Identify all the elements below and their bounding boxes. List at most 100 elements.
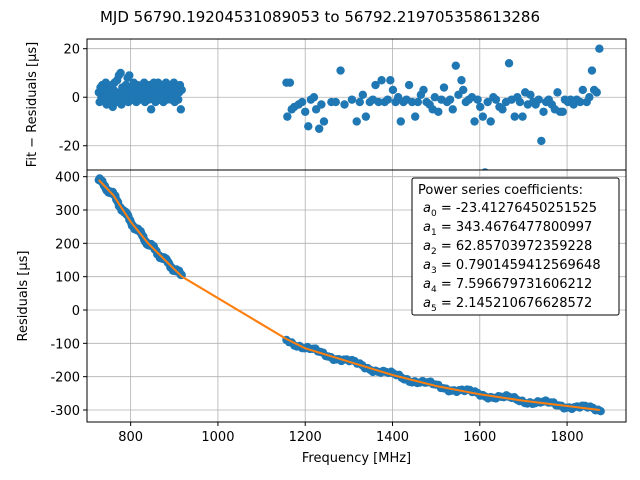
data-point <box>430 93 440 102</box>
legend-coefficient: a2 = 62.85703972359228 <box>423 239 592 257</box>
data-point <box>587 66 597 75</box>
data-point <box>352 117 361 126</box>
data-point <box>592 88 601 97</box>
data-point <box>304 122 313 131</box>
data-point <box>434 107 443 116</box>
data-point <box>374 97 383 107</box>
data-point <box>314 124 324 133</box>
legend-coefficient: a1 = 343.4676477800997 <box>423 220 592 238</box>
data-point <box>358 90 368 99</box>
data-point <box>491 95 501 104</box>
data-point <box>309 93 319 102</box>
x-axis-label: Frequency [MHz] <box>302 451 411 466</box>
data-point <box>553 88 562 97</box>
data-point <box>301 107 310 116</box>
y-tick-label: -200 <box>50 371 80 386</box>
x-tick-label: 1600 <box>463 430 496 445</box>
y-axis-label: Fit − Residuals [μs] <box>25 42 40 167</box>
residuals-top-panel: 20 0 -20 Fit − Residuals [μs] <box>25 38 627 171</box>
x-tick-label: 1400 <box>376 430 409 445</box>
plot-area <box>94 174 605 416</box>
data-point <box>347 95 357 104</box>
data-point <box>510 112 519 121</box>
data-point <box>340 100 349 109</box>
data-point <box>478 112 488 121</box>
y-tick-label: 0 <box>72 91 80 106</box>
data-point <box>411 112 420 121</box>
data-point <box>457 76 466 85</box>
data-point <box>558 107 567 116</box>
y-tick-label: 300 <box>55 204 80 219</box>
data-point <box>473 95 482 104</box>
data-point <box>585 93 594 102</box>
data-point <box>125 71 134 80</box>
figure-title: MJD 56790.19204531089053 to 56792.219705… <box>100 8 540 26</box>
data-point <box>448 105 457 114</box>
data-point <box>578 85 587 95</box>
y-tick-label: 0 <box>72 304 80 319</box>
data-point <box>146 105 156 114</box>
data-point <box>504 59 514 68</box>
data-point <box>404 80 414 90</box>
plot-area <box>94 44 604 170</box>
data-point <box>537 136 546 146</box>
data-point <box>371 80 380 90</box>
data-point <box>451 61 460 70</box>
data-point <box>331 97 340 107</box>
y-axis-label: Residuals [μs] <box>16 251 31 342</box>
data-point <box>116 68 125 78</box>
y-tick-label: 400 <box>55 171 80 186</box>
data-point <box>419 85 428 95</box>
data-point <box>386 76 395 85</box>
data-point <box>498 105 507 114</box>
data-point <box>575 97 585 107</box>
data-point <box>534 95 543 104</box>
data-point <box>486 117 495 126</box>
legend: Power series coefficients: a0 = -23.41276… <box>411 177 620 316</box>
x-tick-label: 1000 <box>201 430 234 445</box>
x-tick-label: 800 <box>118 430 143 445</box>
data-point <box>174 95 183 104</box>
fit-line <box>98 179 600 411</box>
data-point <box>518 112 527 121</box>
data-point <box>476 102 485 112</box>
data-point <box>377 76 386 85</box>
data-point <box>336 66 345 75</box>
legend-coefficient: a0 = -23.41276450251525 <box>423 201 597 219</box>
data-point <box>396 117 405 126</box>
data-point <box>539 107 548 116</box>
data-point <box>283 112 292 121</box>
data-point <box>383 95 392 104</box>
legend-title: Power series coefficients: <box>418 183 583 198</box>
data-point <box>439 83 449 92</box>
x-tick-label: 1200 <box>289 430 322 445</box>
data-point <box>470 117 479 126</box>
y-tick-label: 100 <box>55 271 80 286</box>
y-tick-label: -300 <box>50 404 80 419</box>
data-point <box>526 90 535 99</box>
data-point <box>317 100 326 109</box>
x-tick-label: 1800 <box>551 430 584 445</box>
data-point <box>177 85 186 95</box>
data-point <box>481 168 489 170</box>
data-point <box>176 105 186 114</box>
y-tick-label: 20 <box>63 43 80 58</box>
data-point <box>388 85 398 95</box>
data-point <box>297 97 307 107</box>
y-tick-label: -20 <box>59 140 80 155</box>
y-tick-label: 200 <box>55 237 80 252</box>
data-point <box>483 97 492 107</box>
data-point <box>596 407 605 416</box>
data-point <box>355 97 364 107</box>
data-point <box>445 95 455 104</box>
y-tick-label: -100 <box>50 337 80 352</box>
legend-box <box>411 177 620 316</box>
data-point <box>515 97 525 107</box>
data-point <box>285 78 295 87</box>
legend-coefficient: a3 = 0.7901459412569648 <box>423 258 601 276</box>
data-point <box>413 97 423 107</box>
legend-coefficient: a5 = 2.145210676628572 <box>423 296 592 314</box>
data-point <box>361 112 371 121</box>
